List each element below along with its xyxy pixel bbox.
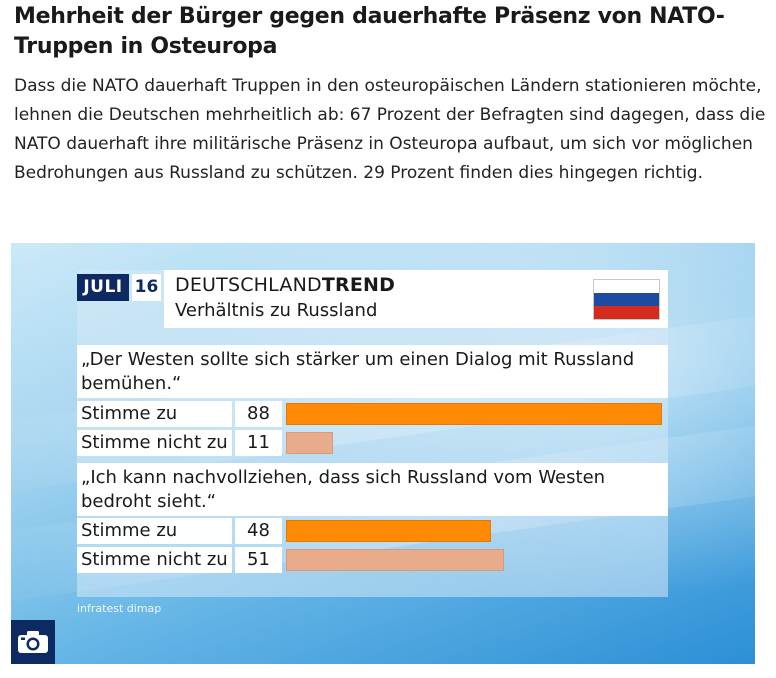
bar-q1-agree xyxy=(286,403,662,425)
bar-q2-disagree xyxy=(286,549,504,571)
row-value-q1-disagree: 11 xyxy=(235,430,282,456)
brand-title-regular: DEUTSCHLAND xyxy=(175,274,322,296)
chart-source: infratest dimap xyxy=(77,602,162,615)
chart-header: DEUTSCHLANDTREND Verhältnis zu Russland xyxy=(164,270,668,328)
row-value-q1-agree: 88 xyxy=(235,401,282,427)
flag-stripe-white xyxy=(594,280,659,293)
camera-icon xyxy=(18,631,48,653)
row-label-q2-disagree: Stimme nicht zu xyxy=(77,547,232,573)
day-badge: 16 xyxy=(132,274,161,301)
flag-stripe-blue xyxy=(594,293,659,306)
article-lead: Dass die NATO dauerhaft Truppen in den o… xyxy=(14,76,766,183)
row-label-q1-disagree: Stimme nicht zu xyxy=(77,430,232,456)
flag-stripe-red xyxy=(594,306,659,319)
camera-button[interactable] xyxy=(11,620,55,664)
question-1-text: „Der Westen sollte sich stärker um einen… xyxy=(77,345,668,398)
row-label-q2-agree: Stimme zu xyxy=(77,518,232,544)
month-badge: JULI xyxy=(77,274,129,301)
article-headline: Mehrheit der Bürger gegen dauerhafte Prä… xyxy=(14,4,725,59)
chart-graphic: JULI 16 DEUTSCHLANDTREND Verhältnis zu R… xyxy=(11,243,755,664)
chart-subject: Verhältnis zu Russland xyxy=(175,300,378,321)
row-value-q2-disagree: 51 xyxy=(235,547,282,573)
brand-title: DEUTSCHLANDTREND xyxy=(175,274,395,296)
russia-flag-icon xyxy=(593,279,660,320)
bar-q2-agree xyxy=(286,520,491,542)
row-label-q1-agree: Stimme zu xyxy=(77,401,232,427)
row-value-q2-agree: 48 xyxy=(235,518,282,544)
brand-title-bold: TREND xyxy=(321,274,396,296)
question-2-text: „Ich kann nachvollziehen, dass sich Russ… xyxy=(77,463,668,516)
bar-q1-disagree xyxy=(286,432,333,454)
